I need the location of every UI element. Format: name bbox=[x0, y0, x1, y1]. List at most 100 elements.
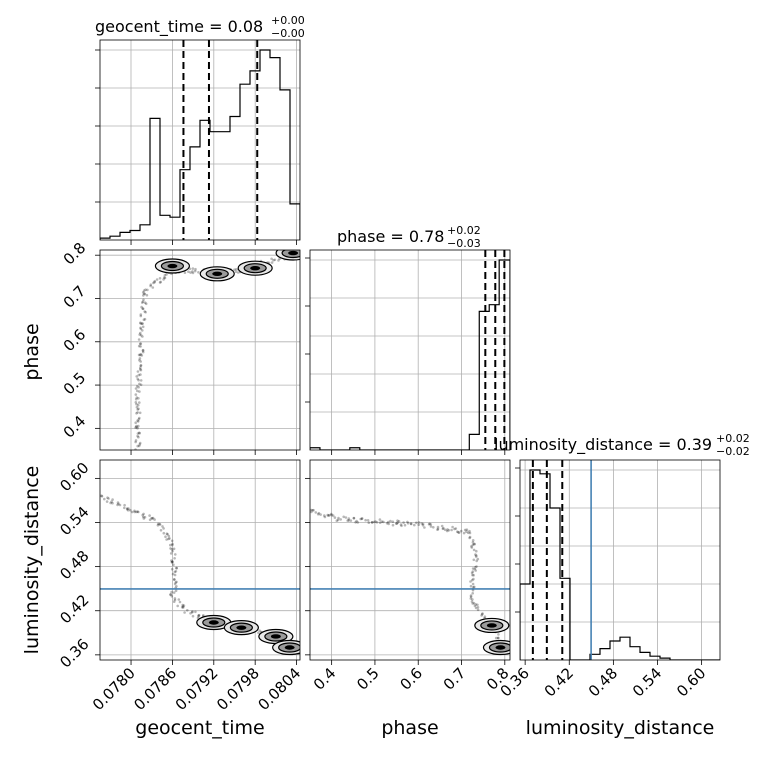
sample-point bbox=[137, 424, 140, 428]
sample-point bbox=[140, 305, 143, 309]
sample-point bbox=[100, 495, 104, 498]
sample-point bbox=[139, 368, 142, 371]
sample-point bbox=[142, 294, 145, 297]
sample-point bbox=[172, 591, 176, 594]
sample-point bbox=[233, 268, 236, 272]
sample-point bbox=[429, 525, 433, 528]
sample-point bbox=[406, 522, 410, 525]
sample-point bbox=[177, 598, 181, 601]
sample-point bbox=[494, 636, 498, 640]
sample-point bbox=[349, 519, 353, 522]
contour-core bbox=[212, 271, 223, 277]
sample-point bbox=[191, 267, 195, 270]
sample-point bbox=[471, 567, 475, 570]
sample-point bbox=[317, 511, 321, 515]
sample-point bbox=[189, 271, 192, 274]
sample-point bbox=[162, 527, 165, 530]
sample-point bbox=[151, 286, 155, 289]
sample-point bbox=[472, 577, 475, 581]
sample-point bbox=[270, 257, 273, 261]
sample-point bbox=[143, 310, 146, 313]
sample-point bbox=[163, 276, 167, 280]
sample-point bbox=[136, 420, 140, 423]
contour-core bbox=[167, 263, 178, 269]
panel-phase bbox=[310, 250, 510, 450]
sample-point bbox=[312, 508, 315, 512]
sample-point bbox=[470, 600, 474, 603]
panel-frame-geocent_time-vs-luminosity_distance bbox=[99, 459, 301, 661]
sample-point bbox=[170, 561, 174, 564]
sample-point bbox=[138, 358, 141, 362]
sample-point bbox=[277, 259, 280, 262]
sample-point bbox=[333, 516, 337, 519]
sample-point bbox=[459, 529, 463, 533]
sample-point bbox=[137, 431, 141, 435]
sample-point bbox=[326, 513, 330, 517]
sample-point bbox=[140, 354, 144, 357]
panel-geocent_time-vs-luminosity_distance bbox=[100, 494, 300, 656]
sample-point bbox=[471, 543, 475, 547]
sample-point bbox=[475, 565, 478, 568]
sample-point bbox=[354, 521, 357, 524]
sample-point bbox=[451, 525, 454, 529]
sample-point bbox=[139, 364, 143, 367]
sample-point bbox=[153, 280, 156, 284]
sample-point bbox=[142, 298, 145, 302]
sample-point bbox=[474, 606, 478, 610]
sample-point bbox=[454, 527, 458, 530]
sample-point bbox=[389, 519, 392, 523]
sample-point bbox=[186, 609, 189, 612]
sample-point bbox=[323, 515, 327, 519]
sample-point bbox=[447, 529, 451, 532]
sample-point bbox=[391, 520, 395, 523]
sample-point bbox=[142, 517, 146, 520]
sample-point bbox=[139, 383, 143, 387]
title-geocent-time-prefix: geocent_time = bbox=[95, 17, 228, 37]
sample-point bbox=[139, 334, 143, 337]
sample-point bbox=[136, 444, 139, 448]
sample-point bbox=[165, 532, 169, 535]
title-luminosity-distance-prefix: luminosity_distance = bbox=[494, 435, 676, 455]
sample-point bbox=[429, 523, 433, 526]
sample-point bbox=[465, 530, 468, 533]
sample-point bbox=[170, 539, 174, 543]
sample-point bbox=[149, 283, 153, 287]
grid-layer bbox=[100, 40, 720, 660]
sample-point bbox=[138, 333, 141, 336]
sample-point bbox=[481, 612, 484, 615]
sample-point bbox=[139, 342, 143, 346]
sample-point bbox=[136, 377, 139, 381]
sample-point bbox=[137, 435, 140, 439]
sample-point bbox=[171, 549, 174, 553]
sample-point bbox=[139, 345, 142, 348]
sample-point bbox=[143, 292, 147, 296]
x-tick-label-phase: 0.5 bbox=[353, 664, 383, 694]
x-tick-label-phase: 0.7 bbox=[440, 664, 470, 694]
sample-point bbox=[165, 538, 168, 541]
y-tick-label-phase: 0.4 bbox=[60, 412, 90, 442]
sample-point bbox=[138, 401, 141, 404]
sample-point bbox=[344, 516, 348, 519]
sample-point bbox=[471, 570, 475, 573]
sample-point bbox=[174, 570, 178, 573]
sample-point bbox=[469, 580, 472, 583]
sample-point bbox=[152, 281, 155, 285]
sample-point bbox=[453, 527, 456, 531]
sample-point bbox=[387, 522, 391, 526]
sample-point bbox=[311, 509, 314, 512]
sample-point bbox=[148, 514, 151, 517]
sample-point bbox=[134, 393, 138, 396]
sample-point bbox=[258, 629, 262, 632]
y-tick-label-phase: 0.5 bbox=[60, 369, 90, 399]
sample-point bbox=[171, 572, 175, 576]
tick-layer: 0.40.50.60.70.80.07800.07860.07920.07980… bbox=[56, 49, 709, 714]
sample-point bbox=[167, 534, 171, 538]
sample-point bbox=[400, 524, 403, 528]
sample-point bbox=[421, 522, 425, 526]
sample-point bbox=[191, 610, 194, 613]
sample-point bbox=[469, 594, 473, 597]
sample-point bbox=[141, 300, 145, 304]
sample-point bbox=[191, 270, 194, 273]
sample-point bbox=[167, 537, 170, 541]
sample-point bbox=[378, 518, 382, 521]
